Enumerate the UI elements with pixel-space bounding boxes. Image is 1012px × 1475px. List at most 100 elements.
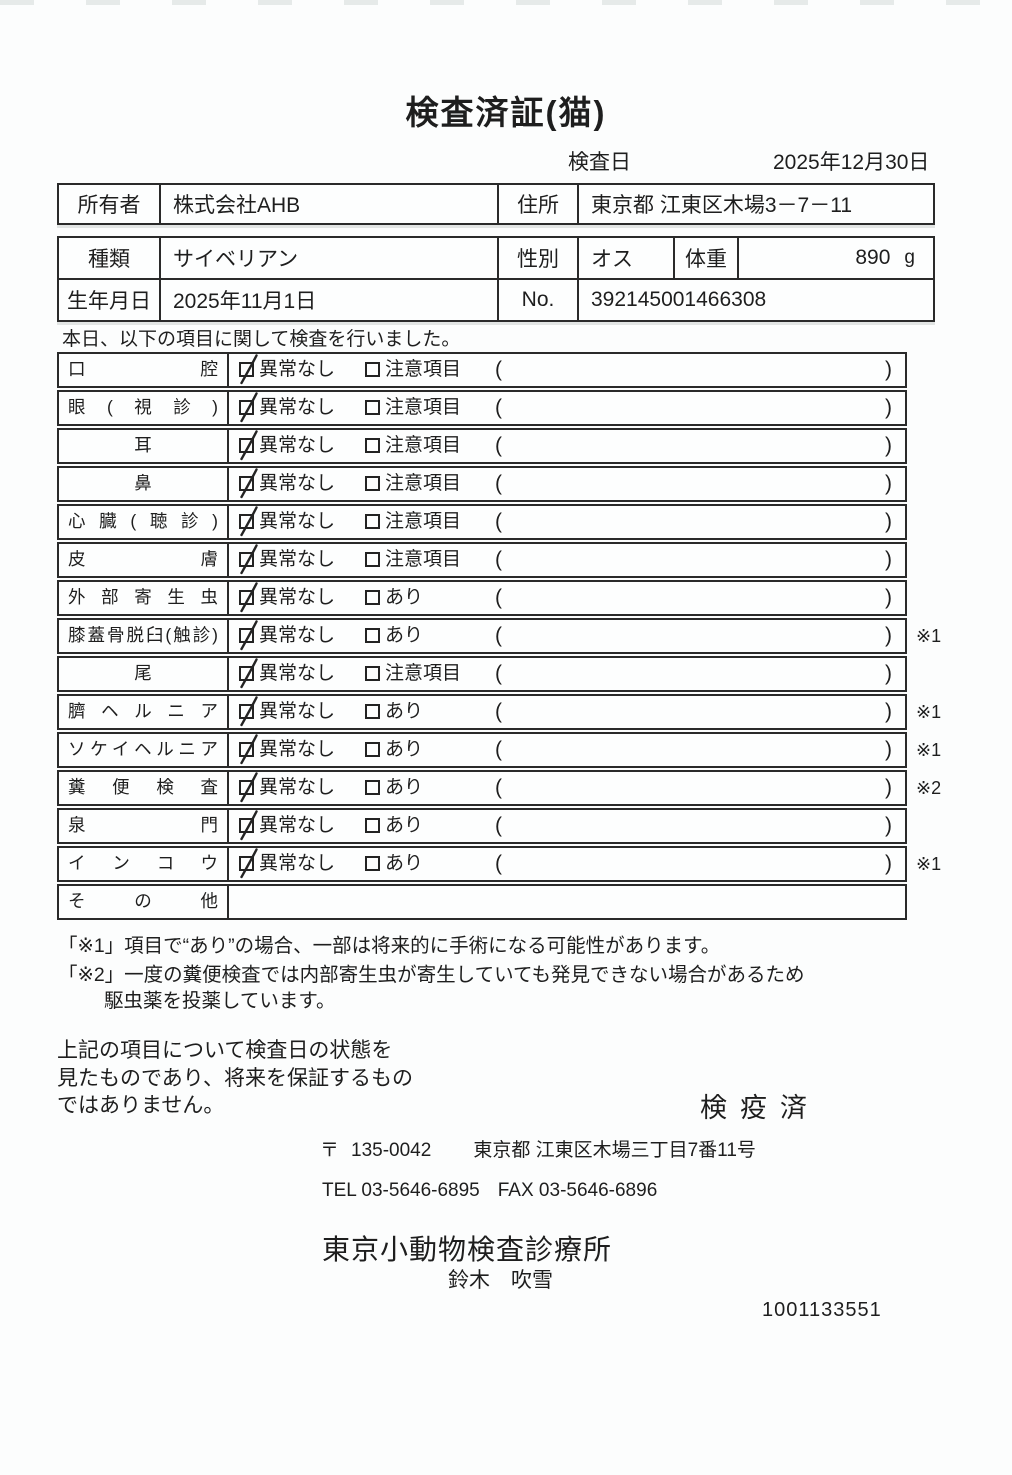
paren-open: ( (495, 548, 502, 571)
checkbox-checked[interactable] (239, 392, 258, 423)
checkbox-unchecked[interactable] (365, 628, 380, 643)
option-attention[interactable]: あり (365, 772, 423, 804)
option-no-abnormality[interactable]: 異常なし (239, 734, 335, 766)
checkbox-unchecked[interactable] (365, 590, 380, 605)
option-no-abnormality-label: 異常なし (259, 511, 336, 532)
option-no-abnormality[interactable]: 異常なし (239, 582, 335, 614)
checkbox-checked[interactable] (239, 734, 258, 765)
option-attention-label: 注意項目 (385, 397, 462, 418)
checkbox-checked[interactable] (239, 506, 258, 537)
checkbox-checked[interactable] (239, 468, 258, 499)
option-attention[interactable]: 注意項目 (365, 354, 461, 386)
checklist-item-label: 耳 (59, 430, 229, 462)
paren-close: ) (885, 548, 892, 571)
option-attention-label: 注意項目 (385, 435, 462, 456)
clinic-address-line: 〒 135-0042 東京都 江東区木場三丁目7番11号 (320, 1135, 756, 1162)
option-attention[interactable]: あり (365, 620, 423, 652)
checkbox-checked[interactable] (239, 848, 258, 879)
paren-open: ( (495, 700, 502, 723)
option-attention-label: あり (385, 701, 424, 722)
option-attention[interactable]: 注意項目 (365, 658, 461, 690)
option-no-abnormality[interactable]: 異常なし (239, 544, 335, 576)
checklist-row: インコウ 異常なし あり ( ) ※1 (57, 846, 941, 882)
checkbox-checked[interactable] (239, 354, 258, 385)
disclaimer-line1: 上記の項目について検査日の状態を (57, 1039, 393, 1062)
option-attention[interactable]: 注意項目 (365, 430, 461, 462)
checkbox-checked[interactable] (239, 810, 258, 841)
checkbox-unchecked[interactable] (365, 666, 380, 681)
option-attention-label: 注意項目 (385, 473, 462, 494)
checkbox-unchecked[interactable] (365, 856, 380, 871)
option-no-abnormality-label: 異常なし (259, 435, 336, 456)
checkbox-checked[interactable] (239, 658, 258, 689)
option-attention[interactable]: あり (365, 696, 423, 728)
option-attention-label: あり (385, 853, 424, 874)
owner-value: 株式会社AHB (159, 185, 497, 223)
option-no-abnormality[interactable]: 異常なし (239, 658, 335, 690)
option-no-abnormality-label: 異常なし (259, 853, 336, 874)
option-no-abnormality[interactable]: 異常なし (239, 848, 335, 880)
option-no-abnormality[interactable]: 異常なし (239, 506, 335, 538)
checklist-row: 口腔 異常なし 注意項目 ( ) (57, 352, 907, 388)
checkbox-checked[interactable] (239, 544, 258, 575)
checkbox-unchecked[interactable] (365, 362, 380, 377)
checkbox-unchecked[interactable] (365, 780, 380, 795)
option-no-abnormality-label: 異常なし (259, 663, 336, 684)
option-attention[interactable]: 注意項目 (365, 392, 461, 424)
option-no-abnormality[interactable]: 異常なし (239, 354, 335, 386)
option-no-abnormality-label: 異常なし (259, 549, 336, 570)
checkbox-unchecked[interactable] (365, 476, 380, 491)
checklist-item-label: 口腔 (59, 354, 229, 386)
option-no-abnormality[interactable]: 異常なし (239, 810, 335, 842)
checklist-row: 臍ヘルニア 異常なし あり ( ) ※1 (57, 694, 941, 730)
option-no-abnormality[interactable]: 異常なし (239, 696, 335, 728)
option-attention[interactable]: あり (365, 734, 423, 766)
checkbox-checked[interactable] (239, 696, 258, 727)
number-value: 392145001466308 (577, 280, 933, 320)
option-no-abnormality[interactable]: 異常なし (239, 392, 335, 424)
option-attention[interactable]: あり (365, 810, 423, 842)
veterinarian-name: 鈴木 吹雪 (448, 1269, 553, 1292)
checkbox-unchecked[interactable] (365, 514, 380, 529)
option-attention[interactable]: 注意項目 (365, 544, 461, 576)
option-attention[interactable]: 注意項目 (365, 468, 461, 500)
clinic-tel: TEL 03-5646-6895 (322, 1180, 480, 1201)
option-attention-label: あり (385, 625, 424, 646)
checkbox-checked[interactable] (239, 620, 258, 651)
checkbox-unchecked[interactable] (365, 704, 380, 719)
checkbox-checked[interactable] (239, 772, 258, 803)
checklist-item-label: その他 (59, 886, 229, 918)
option-no-abnormality-label: 異常なし (259, 739, 336, 760)
checklist-item-label: 泉門 (59, 810, 229, 842)
paren-open: ( (495, 738, 502, 761)
checkbox-checked[interactable] (239, 430, 258, 461)
pet-row-1: 種類 サイベリアン 性別 オス 体重 890 g (59, 238, 933, 280)
paren-open: ( (495, 472, 502, 495)
option-no-abnormality[interactable]: 異常なし (239, 468, 335, 500)
checkbox-unchecked[interactable] (365, 438, 380, 453)
footnote-reference: ※1 (916, 702, 942, 722)
checklist-item-label: 外部寄生虫 (59, 582, 229, 614)
option-attention[interactable]: あり (365, 848, 423, 880)
check-mark-icon (240, 734, 258, 765)
checkbox-unchecked[interactable] (365, 400, 380, 415)
check-mark-icon (240, 696, 258, 727)
paren-open: ( (495, 396, 502, 419)
checkbox-unchecked[interactable] (365, 742, 380, 757)
option-no-abnormality[interactable]: 異常なし (239, 620, 335, 652)
paren-close: ) (885, 358, 892, 381)
intro-text: 本日、以下の項目に関して検査を行いました。 (62, 329, 461, 350)
checklist-row: 膝蓋骨脱臼(触診) 異常なし あり ( ) ※1 (57, 618, 941, 654)
option-attention[interactable]: 注意項目 (365, 506, 461, 538)
checklist-item-label: 鼻 (59, 468, 229, 500)
checkbox-unchecked[interactable] (365, 552, 380, 567)
sex-label: 性別 (497, 238, 577, 278)
check-mark-icon (240, 506, 258, 537)
checkbox-unchecked[interactable] (365, 818, 380, 833)
option-no-abnormality[interactable]: 異常なし (239, 772, 335, 804)
option-attention[interactable]: あり (365, 582, 423, 614)
option-no-abnormality[interactable]: 異常なし (239, 430, 335, 462)
check-mark-icon (240, 658, 258, 689)
checkbox-checked[interactable] (239, 582, 258, 613)
paren-close: ) (885, 738, 892, 761)
